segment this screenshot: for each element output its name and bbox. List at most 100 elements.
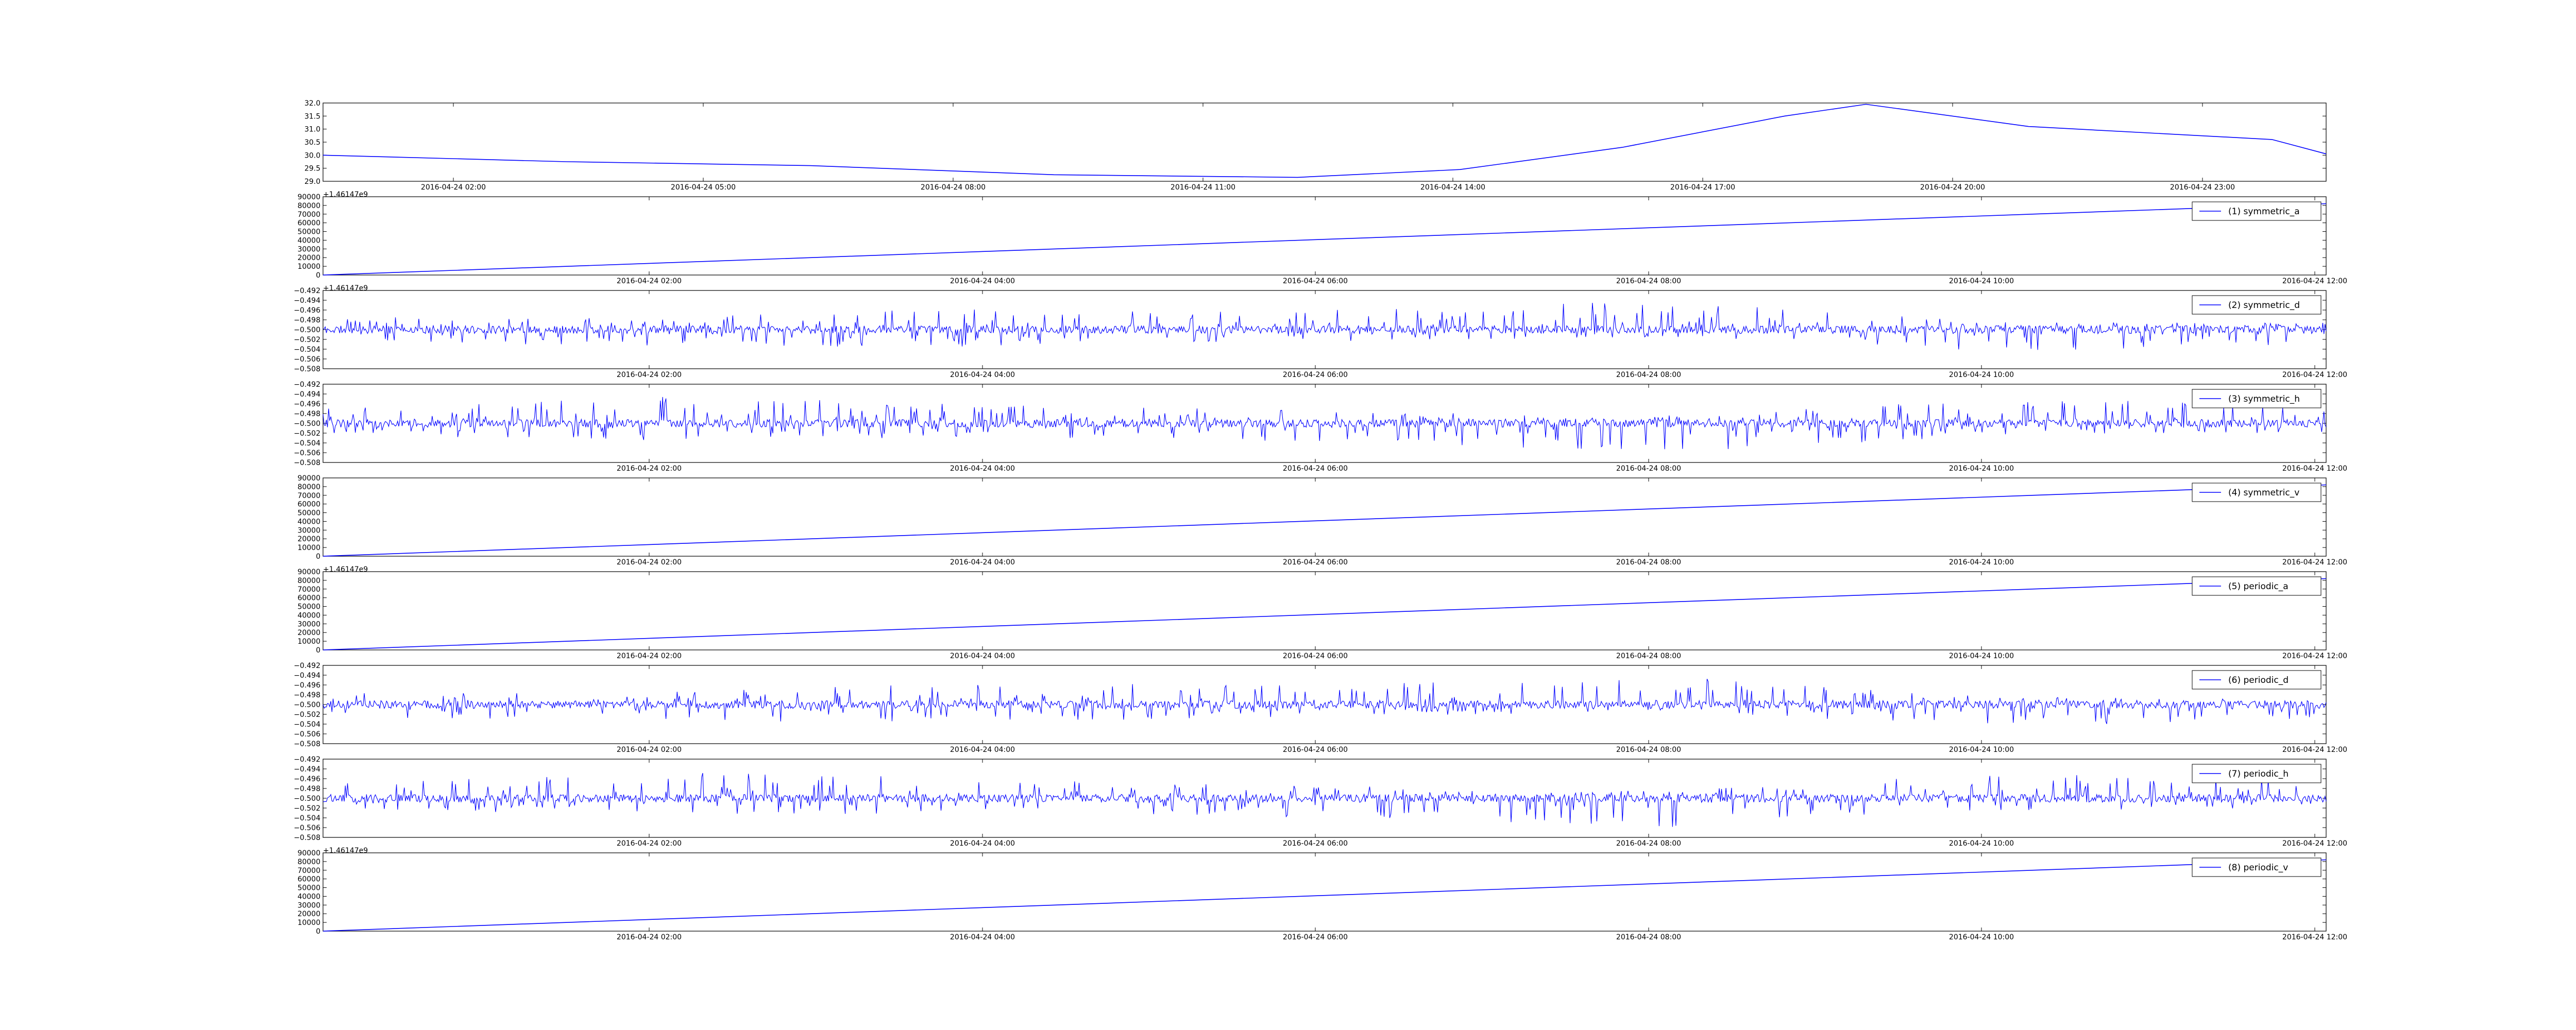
y-tick-label: 60000 (297, 876, 320, 884)
legend-label: (7) periodic_h (2228, 769, 2289, 779)
y-tick-label: 40000 (297, 518, 320, 526)
x-tick-label: 2016-04-24 10:00 (1949, 371, 2014, 379)
x-tick-label: 2016-04-24 02:00 (617, 465, 682, 473)
x-tick-label: 2016-04-24 10:00 (1949, 933, 2014, 941)
y-tick-label: 80000 (297, 483, 320, 491)
x-tick-label: 2016-04-24 12:00 (2282, 746, 2347, 754)
y-tick-label: 70000 (297, 211, 320, 219)
y-tick-label: 32.0 (304, 99, 320, 108)
legend-label: (3) symmetric_h (2228, 394, 2300, 404)
series-line (323, 679, 2327, 724)
legend: (6) periodic_d (2192, 670, 2321, 690)
x-tick-label: 2016-04-24 08:00 (1616, 277, 1681, 285)
x-tick-label: 2016-04-24 12:00 (2282, 933, 2347, 941)
y-tick-label: 29.5 (304, 165, 320, 173)
x-tick-label: 2016-04-24 06:00 (1283, 933, 1348, 941)
x-tick-label: 2016-04-24 08:00 (1616, 652, 1681, 660)
x-tick-label: 2016-04-24 08:00 (1616, 933, 1681, 941)
x-tick-label: 2016-04-24 02:00 (617, 746, 682, 754)
y-tick-label: 60000 (297, 594, 320, 603)
y-tick-label: 30000 (297, 620, 320, 628)
series-line (323, 484, 2327, 557)
y-tick-label: 50000 (297, 603, 320, 611)
y-tick-label: 80000 (297, 577, 320, 585)
y-tick-label: −0.496 (294, 775, 320, 783)
x-tick-label: 2016-04-24 05:00 (671, 183, 736, 192)
y-tick-label: 50000 (297, 509, 320, 518)
x-tick-label: 2016-04-24 04:00 (950, 465, 1015, 473)
x-tick-label: 2016-04-24 14:00 (1420, 183, 1485, 192)
x-tick-label: 2016-04-24 10:00 (1949, 746, 2014, 754)
subplot-3: −0.508−0.506−0.504−0.502−0.500−0.498−0.4… (294, 287, 2347, 379)
series-line (323, 397, 2327, 450)
subplot-5: 0100002000030000400005000060000700008000… (297, 474, 2347, 574)
legend: (1) symmetric_a (2192, 201, 2321, 221)
x-tick-label: 2016-04-24 06:00 (1283, 558, 1348, 566)
y-tick-label: −0.508 (294, 365, 320, 373)
axes-frame (323, 102, 2327, 182)
y-tick-label: −0.502 (294, 430, 320, 438)
legend-label: (6) periodic_d (2228, 675, 2289, 685)
y-tick-label: 20000 (297, 910, 320, 918)
y-tick-label: 30.0 (304, 151, 320, 160)
y-tick-label: 90000 (297, 474, 320, 483)
y-tick-label: 0 (316, 553, 320, 561)
legend: (3) symmetric_h (2192, 389, 2321, 408)
y-tick-label: 60000 (297, 219, 320, 228)
x-tick-label: 2016-04-24 20:00 (1920, 183, 1985, 192)
y-tick-label: 40000 (297, 892, 320, 901)
x-tick-label: 2016-04-24 04:00 (950, 277, 1015, 285)
x-tick-label: 2016-04-24 06:00 (1283, 277, 1348, 285)
y-tick-label: −0.506 (294, 824, 320, 832)
y-tick-label: −0.498 (294, 316, 320, 324)
y-tick-label: 20000 (297, 535, 320, 543)
x-tick-label: 2016-04-24 23:00 (2170, 183, 2235, 192)
series-line (323, 203, 2327, 276)
axes-frame (323, 571, 2327, 650)
x-tick-label: 2016-04-24 12:00 (2282, 652, 2347, 660)
y-tick-label: 70000 (297, 867, 320, 875)
subplot-7: −0.508−0.506−0.504−0.502−0.500−0.498−0.4… (294, 662, 2347, 754)
subplot-4: −0.508 −0.506−0.504−0.502 −0.500 −0.498 −0.4… (294, 381, 2347, 473)
x-tick-label: 2016-04-24 06:00 (1283, 371, 1348, 379)
x-tick-label: 2016-04-24 02:00 (421, 183, 486, 192)
y-tick-label: −0.508 (294, 459, 320, 467)
x-tick-label: 2016-04-24 02:00 (617, 558, 682, 566)
x-tick-label: 2016-04-24 02:00 (617, 933, 682, 941)
subplot-8: −0.508 −0.506 −0.504−0.502−0.500 −0.498 −0.4… (294, 756, 2347, 855)
y-tick-label: −0.506 (294, 355, 320, 364)
y-tick-label: 20000 (297, 254, 320, 262)
legend: (5) periodic_a (2192, 576, 2321, 596)
x-tick-label: 2016-04-24 11:00 (1171, 183, 1235, 192)
y-tick-label: −0.494 (294, 672, 320, 680)
y-tick-label: 31.0 (304, 126, 320, 134)
x-tick-label: 2016-04-24 04:00 (950, 933, 1015, 941)
x-tick-label: 2016-04-24 10:00 (1949, 839, 2014, 848)
y-tick-label: −0.502 (294, 711, 320, 719)
y-tick-label: 31.5 (304, 112, 320, 121)
y-tick-label: −0.492 (294, 287, 320, 295)
x-tick-label: 2016-04-24 10:00 (1949, 277, 2014, 285)
y-tick-label: 30.5 (304, 139, 320, 147)
y-tick-label: −0.496 (294, 400, 320, 408)
series-line (323, 303, 2327, 350)
subplot-1: 29.0 29.5 30.0 30.5 31.0 31.5 32.0 2016-04-24 0… (304, 99, 2327, 199)
x-tick-label: 2016-04-24 12:00 (2282, 371, 2347, 379)
x-tick-label: 2016-04-24 02:00 (617, 652, 682, 660)
y-tick-label: 90000 (297, 193, 320, 201)
y-tick-label: −0.492 (294, 381, 320, 389)
legend-label: (8) periodic_v (2228, 863, 2288, 873)
y-tick-label: 30000 (297, 245, 320, 253)
series-line (323, 104, 2327, 178)
y-tick-label: 70000 (297, 586, 320, 594)
y-tick-label: −0.504 (294, 720, 320, 729)
y-tick-label: 20000 (297, 629, 320, 637)
x-tick-label: 2016-04-24 08:00 (1616, 371, 1681, 379)
subplot-2: 0100002000030000400005000060000700008000… (297, 193, 2347, 293)
x-tick-label: 2016-04-24 06:00 (1283, 652, 1348, 660)
axes-frame (323, 196, 2327, 276)
x-tick-label: 2016-04-24 12:00 (2282, 558, 2347, 566)
y-tick-label: −0.498 (294, 691, 320, 699)
series-line (323, 859, 2327, 932)
